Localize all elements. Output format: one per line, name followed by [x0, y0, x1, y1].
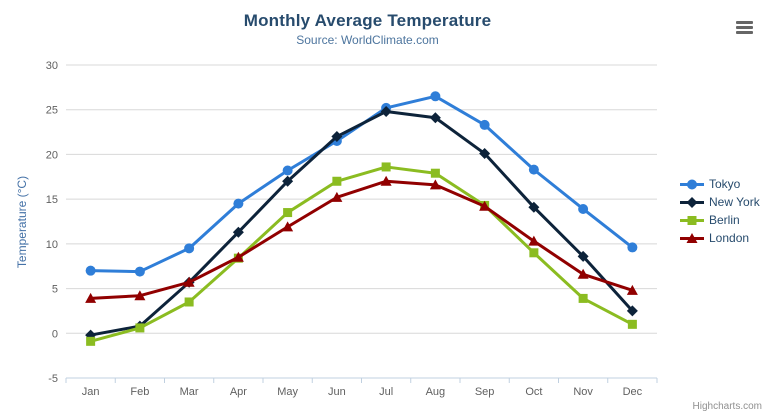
x-axis-label: Jul — [379, 386, 393, 398]
legend-label: Berlin — [709, 213, 740, 227]
chart-subtitle: Source: WorldClimate.com — [296, 33, 439, 47]
triangle-marker[interactable] — [331, 191, 343, 202]
x-axis-label: Apr — [230, 386, 247, 398]
diamond-marker[interactable] — [232, 226, 244, 238]
triangle-legend-marker — [680, 232, 704, 243]
series-line — [89, 165, 634, 343]
y-axis-label: -5 — [48, 373, 58, 385]
circle-marker[interactable] — [479, 119, 490, 130]
series-line — [89, 179, 634, 300]
triangle-marker[interactable] — [282, 221, 294, 232]
diamond-marker[interactable] — [577, 250, 589, 262]
diamond-marker[interactable] — [479, 148, 491, 160]
x-axis-label: Feb — [130, 386, 149, 398]
square-marker[interactable] — [135, 323, 145, 333]
y-axis-label: 30 — [46, 60, 58, 72]
diamond-marker[interactable] — [331, 131, 343, 143]
triangle-marker[interactable] — [479, 200, 491, 211]
y-axis-label: 20 — [46, 149, 58, 161]
legend-item-london[interactable]: London — [680, 231, 760, 245]
y-axis-label: 5 — [52, 284, 58, 296]
triangle-marker[interactable] — [232, 251, 244, 262]
x-axis-label: Sep — [475, 386, 495, 398]
x-axis-label: Nov — [573, 386, 593, 398]
x-axis-label: May — [277, 386, 298, 398]
circle-marker — [687, 179, 697, 189]
circle-marker[interactable] — [184, 243, 195, 254]
diamond-marker — [686, 196, 698, 208]
square-marker[interactable] — [430, 168, 440, 178]
circle-marker[interactable] — [134, 266, 145, 277]
diamond-marker[interactable] — [626, 305, 638, 317]
legend-item-tokyo[interactable]: Tokyo — [680, 177, 760, 191]
hamburger-bar — [736, 26, 753, 29]
triangle-marker[interactable] — [134, 290, 146, 301]
hamburger-bar — [736, 31, 753, 34]
circle-marker[interactable] — [282, 165, 293, 176]
square-legend-marker — [680, 215, 704, 225]
square-marker[interactable] — [578, 293, 588, 303]
legend-label: Tokyo — [709, 177, 741, 191]
x-axis-label: Aug — [426, 386, 446, 398]
triangle-marker[interactable] — [577, 268, 589, 279]
series-london[interactable] — [85, 175, 638, 303]
x-axis-label: Mar — [180, 386, 199, 398]
square-marker[interactable] — [381, 162, 391, 172]
triangle-marker[interactable] — [183, 276, 195, 287]
square-marker — [687, 215, 697, 225]
x-axis-label: Jun — [328, 386, 346, 398]
series-line — [89, 110, 634, 337]
x-axis-label: Jan — [82, 386, 100, 398]
circle-marker[interactable] — [430, 91, 441, 102]
x-axis-label: Dec — [623, 386, 643, 398]
circle-marker[interactable] — [233, 198, 244, 209]
y-axis-label: 15 — [46, 194, 58, 206]
circle-marker[interactable] — [578, 203, 589, 214]
square-marker[interactable] — [529, 248, 539, 258]
diamond-legend-marker — [680, 196, 704, 208]
circle-legend-marker — [680, 179, 704, 189]
square-marker[interactable] — [283, 208, 293, 218]
series-berlin[interactable] — [86, 162, 637, 346]
hamburger-icon[interactable] — [736, 21, 753, 34]
triangle-marker[interactable] — [85, 292, 97, 303]
legend-label: New York — [709, 195, 760, 209]
triangle-marker[interactable] — [528, 235, 540, 246]
square-marker[interactable] — [86, 336, 96, 346]
series-tokyo[interactable] — [85, 91, 638, 277]
triangle-marker — [686, 232, 698, 243]
legend: Tokyo New York Berlin London — [680, 177, 760, 245]
circle-marker[interactable] — [528, 164, 539, 175]
legend-label: London — [709, 231, 750, 245]
y-axis-label: 25 — [46, 105, 58, 117]
legend-item-new-york[interactable]: New York — [680, 195, 760, 209]
square-marker[interactable] — [184, 297, 194, 307]
diamond-marker[interactable] — [282, 175, 294, 187]
legend-item-berlin[interactable]: Berlin — [680, 213, 760, 227]
y-axis-label: 0 — [52, 328, 58, 340]
y-axis-label: 10 — [46, 239, 58, 251]
credits-link[interactable]: Highcharts.com — [692, 401, 762, 412]
triangle-marker[interactable] — [380, 175, 392, 186]
triangle-marker[interactable] — [626, 284, 638, 295]
circle-marker[interactable] — [85, 265, 96, 276]
x-axis-label: Oct — [525, 386, 542, 398]
triangle-marker[interactable] — [429, 179, 441, 190]
square-marker[interactable] — [627, 319, 637, 329]
series-new-york[interactable] — [85, 106, 638, 341]
y-axis-title: Temperature (°C) — [15, 176, 29, 268]
square-marker[interactable] — [332, 176, 342, 186]
diamond-marker[interactable] — [380, 106, 392, 118]
chart-title: Monthly Average Temperature — [243, 11, 492, 30]
diamond-marker[interactable] — [528, 201, 540, 213]
hamburger-bar — [736, 21, 753, 24]
diamond-marker[interactable] — [429, 112, 441, 124]
circle-marker[interactable] — [627, 242, 638, 253]
